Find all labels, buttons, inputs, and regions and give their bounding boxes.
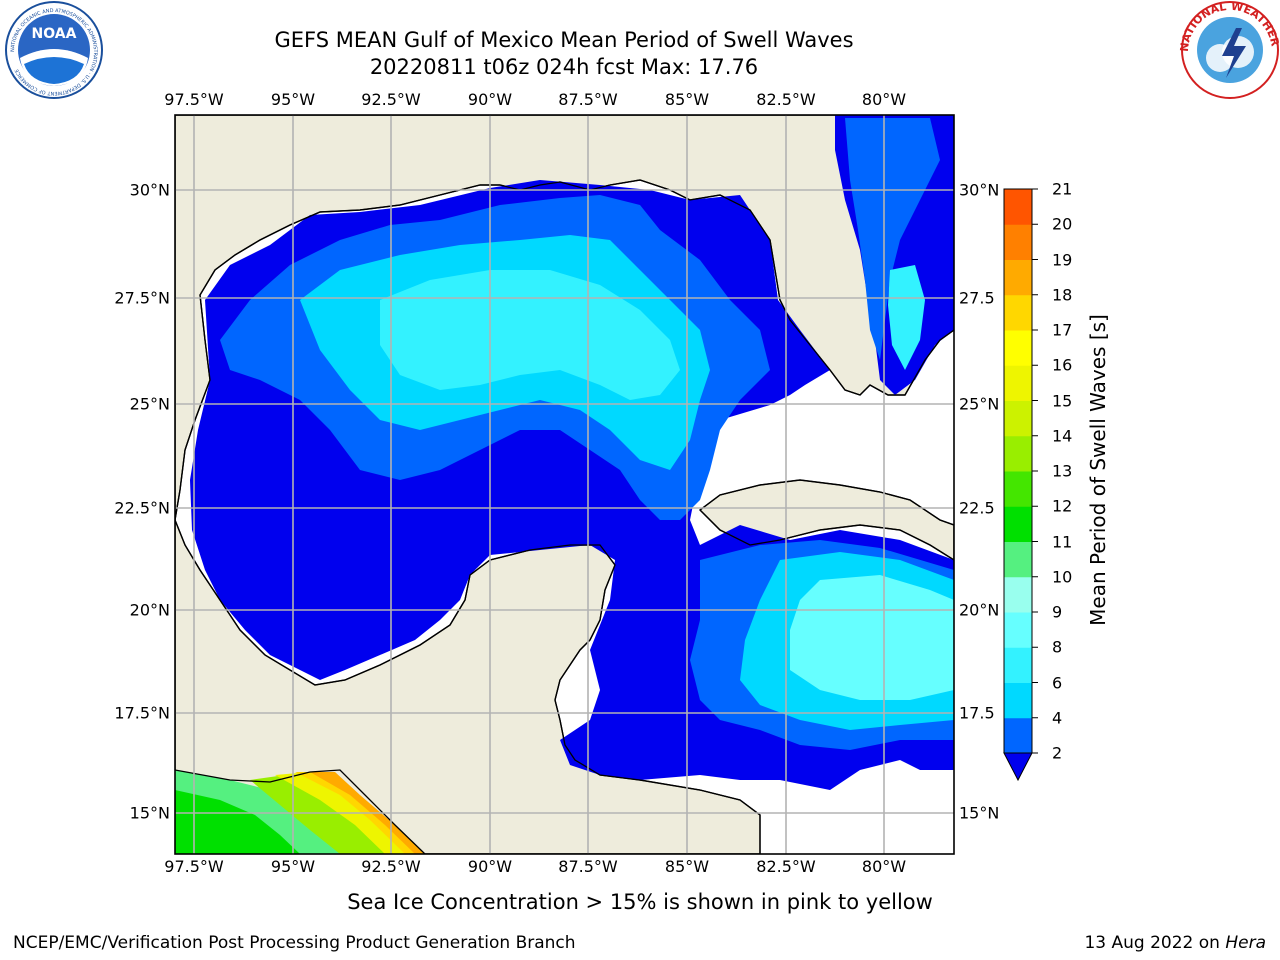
lat-label-right: 27.5: [959, 288, 995, 308]
nws-logo: NATIONAL WEATHER SERVICE: [0, 0, 1280, 99]
lon-label-bottom: 97.5°W: [164, 857, 224, 876]
map-area: [175, 115, 954, 854]
lat-label-right: 22.5: [959, 498, 995, 518]
lon-label-top: 92.5°W: [361, 90, 421, 109]
colorbar-segment: [1004, 471, 1032, 507]
graticule: [175, 115, 954, 854]
lat-label-left: 22.5°N: [114, 498, 170, 518]
lon-label-top: 90°W: [467, 90, 513, 109]
swell-band-carib-6-8: [790, 575, 954, 700]
colorbar-tick-label: 6: [1052, 673, 1063, 692]
colorbar-segment: [1004, 682, 1032, 719]
lon-label-bottom: 82.5°W: [756, 857, 816, 876]
swell-band-atl-6-8: [888, 265, 925, 370]
colorbar-tick-label: 8: [1052, 637, 1063, 657]
colorbar-segment: [1004, 717, 1032, 754]
lon-label-bottom: 92.5°W: [361, 857, 421, 876]
colorbar-segment: [1004, 259, 1032, 296]
colorbar-tick-label: 18: [1052, 285, 1073, 305]
colorbar-segment: [1004, 576, 1032, 613]
swell-band-pacific-12-13: [250, 775, 395, 854]
noaa-logo: NOAA NATIONAL OCEANIC AND ATMOSPHERIC AD…: [5, 1, 103, 99]
colorbar-tick-label: 19: [1052, 250, 1073, 269]
footer-host: Hera: [1225, 933, 1266, 953]
colorbar-extend-triangle: [1003, 752, 1033, 782]
colorbar-segment: [1004, 541, 1032, 578]
colorbar-tick-label: 12: [1052, 496, 1073, 516]
colorbar-segment: [1004, 506, 1032, 542]
colorbar-tick-label: 4: [1052, 708, 1063, 728]
footer-credit: NCEP/EMC/Verification Post Processing Pr…: [13, 933, 576, 953]
colorbar-segment: [1004, 400, 1032, 437]
colorbar-segment: [1004, 294, 1032, 331]
lon-label-bottom: 95°W: [270, 857, 316, 876]
colorbar-segment: [1004, 365, 1032, 401]
colorbar: [1003, 188, 1038, 782]
footer-date-text: 13 Aug 2022 on: [1084, 933, 1226, 953]
colorbar-tick-label: 21: [1052, 179, 1073, 199]
lat-label-left: 27.5°N: [114, 288, 170, 308]
lon-label-bottom: 85°W: [664, 857, 710, 876]
swell-band-pacific-16-17: [295, 772, 420, 854]
colorbar-tick-label: 13: [1052, 461, 1073, 481]
colorbar-tick-label: 14: [1052, 426, 1073, 446]
colorbar-segment: [1004, 647, 1032, 683]
lat-label-right: 25°N: [959, 394, 1000, 414]
colorbar-segment: [1004, 224, 1032, 260]
colorbar-tick-label: 9: [1052, 602, 1063, 622]
colorbar-segment: [1004, 189, 1032, 225]
lat-label-left: 15°N: [129, 803, 170, 823]
swell-band-pacific-10-11: [175, 790, 300, 854]
sea-ice-caption: Sea Ice Concentration > 15% is shown in …: [347, 890, 933, 914]
lon-label-top: 82.5°W: [756, 90, 816, 109]
footer-date: 13 Aug 2022 on Hera: [1084, 933, 1266, 953]
colorbar-segment: [1004, 612, 1032, 648]
lon-label-top: 80°W: [861, 90, 907, 109]
colorbar-tick-label: 2: [1052, 743, 1063, 763]
swell-contours: [175, 115, 954, 854]
chart-subtitle: 20220811 t06z 024h fcst Max: 17.76: [369, 55, 759, 79]
noaa-logo-text: NOAA: [32, 26, 77, 42]
lon-label-bottom: 90°W: [467, 857, 513, 876]
lon-label-top: 87.5°W: [558, 90, 618, 109]
lat-label-left: 25°N: [129, 394, 170, 414]
lat-label-right: 17.5: [959, 703, 995, 723]
colorbar-frame: [1003, 188, 1033, 754]
colorbar-tick-label: 17: [1052, 320, 1073, 340]
lat-label-left: 30°N: [129, 180, 170, 200]
colorbar-tick-label: 11: [1052, 532, 1073, 551]
lon-label-bottom: 80°W: [861, 857, 907, 876]
lat-label-right: 15°N: [959, 803, 1000, 823]
colorbar-segments: [1004, 188, 1038, 754]
lon-label-bottom: 87.5°W: [558, 857, 618, 876]
swell-band-6-8: [380, 270, 680, 400]
colorbar-tick-label: 15: [1052, 391, 1073, 410]
lon-label-top: 95°W: [270, 90, 316, 109]
lon-label-top: 85°W: [664, 90, 710, 109]
lon-label-top: 97.5°W: [164, 90, 224, 109]
colorbar-segment: [1004, 435, 1032, 472]
lat-label-right: 30°N: [959, 180, 1000, 200]
colorbar-tick-label: 20: [1052, 214, 1073, 234]
swell-band-atl-4-6: [845, 118, 940, 360]
lat-label-left: 17.5°N: [114, 703, 170, 723]
colorbar-tick-label: 16: [1052, 355, 1073, 375]
chart-title: GEFS MEAN Gulf of Mexico Mean Period of …: [274, 28, 854, 52]
colorbar-segment: [1004, 330, 1032, 366]
lat-label-left: 20°N: [129, 600, 170, 620]
colorbar-tick-label: 10: [1052, 567, 1073, 587]
lat-label-right: 20°N: [959, 600, 1000, 620]
nws-ring-text: NATIONAL WEATHER SERVICE: [0, 0, 1280, 52]
map-frame: [174, 114, 955, 855]
colorbar-title: Mean Period of Swell Waves [s]: [1086, 314, 1110, 626]
swell-band-pacific-17-18: [310, 772, 425, 854]
